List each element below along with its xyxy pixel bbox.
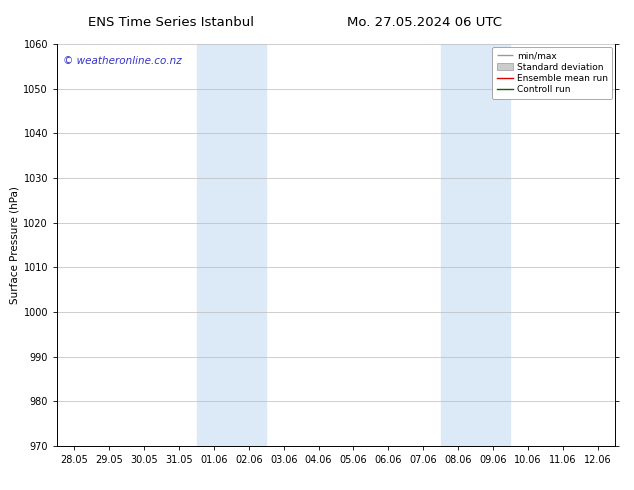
Text: ENS Time Series Istanbul: ENS Time Series Istanbul	[88, 16, 254, 28]
Bar	[197, 44, 266, 446]
Y-axis label: Surface Pressure (hPa): Surface Pressure (hPa)	[10, 186, 19, 304]
Bar	[441, 44, 510, 446]
Legend: min/max, Standard deviation, Ensemble mean run, Controll run: min/max, Standard deviation, Ensemble me…	[493, 47, 612, 98]
Text: © weatheronline.co.nz: © weatheronline.co.nz	[63, 56, 181, 66]
Text: Mo. 27.05.2024 06 UTC: Mo. 27.05.2024 06 UTC	[347, 16, 502, 28]
